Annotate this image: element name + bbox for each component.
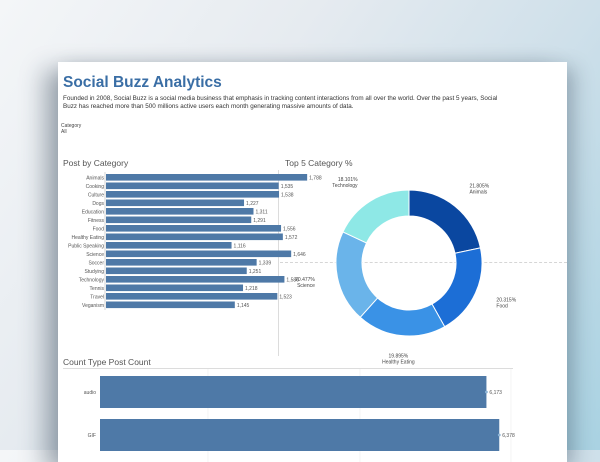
category-tick-label: Soccer <box>88 260 104 266</box>
category-tick-label: Animals <box>86 175 104 181</box>
category-filter[interactable]: Category All <box>61 123 81 135</box>
panel-divider <box>278 170 279 356</box>
category-tick-label: Studying <box>85 269 105 275</box>
slice-name-label: Animals <box>469 189 487 195</box>
bar-value-label: 1,556 <box>283 226 296 232</box>
page-description: Founded in 2008, Social Buzz is a social… <box>63 95 498 110</box>
category-tick-label: Culture <box>88 192 104 198</box>
bar-value-label: 6,173 <box>489 390 502 396</box>
donut-slice[interactable] <box>342 189 410 244</box>
donut-slice[interactable] <box>359 297 446 337</box>
slice-name-label: Science <box>297 283 315 289</box>
bar-value-label: 1,291 <box>253 218 266 224</box>
panel-divider <box>280 262 567 263</box>
bar[interactable] <box>106 191 280 198</box>
bar-value-label: 1,646 <box>293 252 306 258</box>
donut-slice[interactable] <box>431 247 483 328</box>
bar[interactable] <box>100 376 487 408</box>
category-tick-label: Fitness <box>88 218 105 224</box>
count-type-title: Count Type Post Count <box>63 357 151 367</box>
slice-name-label: Food <box>496 304 508 310</box>
bar[interactable] <box>106 174 308 181</box>
bar[interactable] <box>106 301 235 309</box>
category-tick-label: Education <box>82 209 104 215</box>
slice-percent-label: 21.805% <box>469 183 489 189</box>
top5-category-title: Top 5 Category % <box>285 158 353 168</box>
bar-value-label: 6,378 <box>502 433 515 439</box>
category-tick-label: audio <box>84 390 96 396</box>
slice-percent-label: 20.315% <box>496 298 516 304</box>
category-tick-label: Tennis <box>90 286 105 292</box>
bar[interactable] <box>106 267 247 275</box>
donut-slice[interactable] <box>335 231 379 319</box>
bar[interactable] <box>106 250 292 258</box>
bar-end-marker <box>497 433 501 437</box>
slice-percent-label: 19.895% <box>389 353 409 359</box>
bar-value-label: 1,218 <box>245 286 258 292</box>
bar-value-label: 1,116 <box>234 243 246 249</box>
donut-slice[interactable] <box>408 189 482 254</box>
category-tick-label: Travel <box>90 294 104 300</box>
category-tick-label: Veganism <box>82 303 104 309</box>
bar[interactable] <box>106 182 279 190</box>
post-by-category-title: Post by Category <box>63 158 129 168</box>
bar[interactable] <box>106 216 252 224</box>
bar-end-marker <box>485 390 488 394</box>
category-tick-label: Technology <box>79 277 105 283</box>
bar-value-label: 1,145 <box>237 303 250 309</box>
bar-value-label: 1,523 <box>279 294 292 300</box>
panel-divider <box>63 368 513 369</box>
slice-percent-label: 18.101% <box>338 177 358 183</box>
bar-value-label: 1,535 <box>281 184 294 190</box>
bar[interactable] <box>106 233 283 241</box>
category-filter-value[interactable]: All <box>61 129 67 135</box>
category-tick-label: Dogs <box>92 201 104 207</box>
category-tick-label: Food <box>93 226 105 232</box>
page-title: Social Buzz Analytics <box>63 74 222 91</box>
bar[interactable] <box>106 276 285 283</box>
category-tick-label: Cooking <box>86 184 105 190</box>
bar[interactable] <box>106 208 254 215</box>
category-filter-label: Category <box>61 123 82 129</box>
bar-value-label: 1,311 <box>255 209 267 215</box>
bar[interactable] <box>106 284 244 292</box>
bar-value-label: 1,788 <box>309 175 322 181</box>
dashboard-card: Social Buzz Analytics Founded in 2008, S… <box>58 62 567 462</box>
bar-value-label: 1,251 <box>249 269 262 275</box>
slice-name-label: Technology <box>332 183 358 189</box>
slice-name-label: Healthy Eating <box>382 359 415 365</box>
bar[interactable] <box>106 242 232 249</box>
bar-value-label: 1,227 <box>246 201 259 207</box>
bar[interactable] <box>106 293 278 300</box>
bar-value-label: 1,538 <box>281 192 294 198</box>
category-tick-label: Science <box>86 252 104 258</box>
bar-value-label: 1,572 <box>285 235 298 241</box>
bar[interactable] <box>100 419 500 451</box>
bar-value-label: 1,586 <box>286 277 299 283</box>
category-tick-label: Healthy Eating <box>71 235 104 241</box>
category-tick-label: Public Speaking <box>68 243 104 249</box>
bar-value-label: 1,339 <box>259 260 272 266</box>
category-tick-label: GIF <box>88 433 96 439</box>
bar[interactable] <box>106 259 257 266</box>
bar[interactable] <box>106 225 282 232</box>
bar[interactable] <box>106 199 245 207</box>
slice-percent-label: 20.477% <box>295 277 315 283</box>
